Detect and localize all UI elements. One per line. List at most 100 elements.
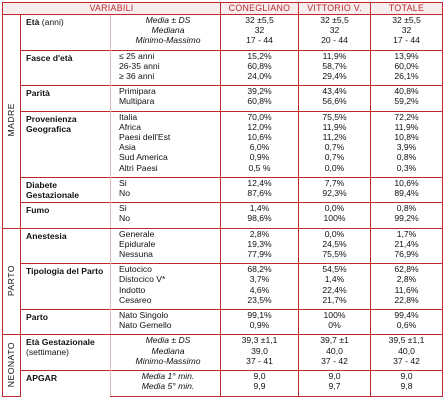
table-row: Cesareo 23,5% 21,7% 22,8% [3,294,444,306]
value-cell: 0,8% [370,152,444,163]
value-cell: 11,9% [298,121,371,133]
value-cell: 40,0 [298,345,371,356]
spacer-cell [109,305,221,310]
group-label-cell: Diabete Gestazionale [20,176,111,203]
value-cell: 22,8% [370,294,444,306]
spacer-cell [298,81,371,86]
value-cell: 0,6% [370,320,444,331]
value-cell: 32 [220,25,299,36]
table-row: Parto Nato Singolo 99,1% 100% 99,4% [3,309,444,335]
table-row: Minimo-Massimo 37 - 41 37 - 42 37 - 42 [3,355,444,367]
table-row: PARTO Anestesia Generale 2,8% 0,0% 1,7% [2,227,444,336]
table-row: Nessuna 77,9% 75,5% 76,9% [3,249,444,260]
spacer-cell [298,259,371,264]
value-cell: 0,9% [220,320,299,331]
value-cell: 24,0% [220,71,299,82]
table-row: APGAR Media 1° min. 9,0 9,0 9,0 [3,370,444,396]
value-cell: 40,0 [370,345,444,356]
group-label: Parto [26,312,48,323]
row-label: Generale [109,227,221,239]
value-cell: 10,6% [220,132,299,143]
table-row: Distocico V* 3,7% 1,4% 2,8% [3,274,444,285]
row-label: Media 5° min. [109,381,221,392]
value-cell: 54,5% [298,263,371,275]
value-cell: 9,0 [370,370,444,382]
table-row: Indotto 4,6% 22,4% 11,6% [3,284,444,295]
spacer-cell [370,106,444,112]
row-label: ≥ 36 anni [109,71,221,82]
group-label-cell: Età Gestazionale (settimane) [20,334,111,371]
value-cell: 39,5 ±1,1 [370,334,444,346]
spacer-cell [298,172,371,178]
value-cell: 99,2% [370,213,444,224]
group-label: Tipologia del Parto [26,266,104,277]
table-row: No 87,6% 92,3% 89,4% [3,188,444,199]
value-cell: 11,9% [298,49,371,61]
value-cell: 17 - 44 [370,35,444,46]
value-cell: 7,7% [298,176,371,189]
value-cell: 3,7% [220,274,299,285]
value-cell: 4,6% [220,284,299,295]
value-cell: 39,3 ±1,1 [220,334,299,346]
table-row: Asia 6,0% 0,7% 3,9% [3,142,444,153]
spacer-cell [109,172,221,178]
spacer-cell [370,45,444,51]
value-cell: 60,0% [370,60,444,72]
value-cell: 0,8% [370,202,444,214]
value-cell: 98,6% [220,213,299,224]
spacer-row [3,259,444,264]
value-cell: 37 - 41 [220,355,299,367]
value-cell: 12,0% [220,121,299,133]
group-label: Fumo [26,205,50,216]
spacer-cell [220,305,299,310]
row-label: Eutocico [109,263,221,275]
table-row: Mediana 32 32 32 [3,25,444,36]
value-cell: 10,6% [370,176,444,189]
group-label-cell: Fasce d'età [20,49,111,86]
row-label: No [109,188,221,199]
row-label: Epidurale [109,238,221,250]
value-cell: 43,4% [298,85,371,97]
spacer-cell [220,106,299,112]
group-label: APGAR [26,373,58,384]
value-cell: 21,7% [298,294,371,306]
group-label-cell: Parità [20,85,111,112]
value-cell: 6,0% [220,142,299,153]
table-row: Diabete Gestazionale Si 12,4% 7,7% 10,6% [3,176,444,203]
table-row: Tipologia del Parto Eutocico 68,2% 54,5% 62,… [3,263,444,310]
spacer-cell [298,391,371,397]
table-row: 26-35 anni 60,8% 58,7% 60,0% [3,60,444,72]
value-cell: 32 [298,25,371,36]
table-body: MADRE Età (anni) Media ± DS 32 ±5,5 32 ±5,5 3… [2,14,444,397]
spacer-row [3,391,444,397]
value-cell: 10,8% [370,132,444,143]
spacer-row [3,45,444,51]
row-label: Italia [109,110,221,122]
row-label: ≤ 25 anni [109,49,221,61]
value-cell: 0,5 % [220,162,299,173]
row-label: Primipara [109,85,221,97]
value-cell: 87,6% [220,188,299,199]
spacer-cell [109,198,221,203]
row-label: Mediana [109,25,221,36]
group-label: Diabete Gestazionale [26,179,80,200]
value-cell: 12,4% [220,176,299,189]
table-row: Minimo-Massimo 17 - 44 20 - 44 17 - 44 [3,35,444,46]
value-cell: 0,9% [220,152,299,163]
spacer-cell [109,45,221,51]
value-cell: 2,8% [220,227,299,239]
spacer-cell [370,259,444,264]
value-cell: 39,0 [220,345,299,356]
value-cell: 77,9% [220,249,299,260]
spacer-cell [298,106,371,112]
value-cell: 13,9% [370,49,444,61]
spacer-cell [220,366,299,371]
spacer-cell [370,198,444,203]
value-cell: 20 - 44 [298,35,371,46]
data-table: VARIABILI CONEGLIANO VITTORIO V. TOTALE MAD… [1,2,444,397]
table-row: Mediana 39,0 40,0 40,0 [3,345,444,356]
table-row: Paesi dell'Est 10,6% 11,2% 10,8% [3,132,444,143]
row-label: No [109,213,221,224]
group-label: Provenienza Geografica [26,113,77,134]
